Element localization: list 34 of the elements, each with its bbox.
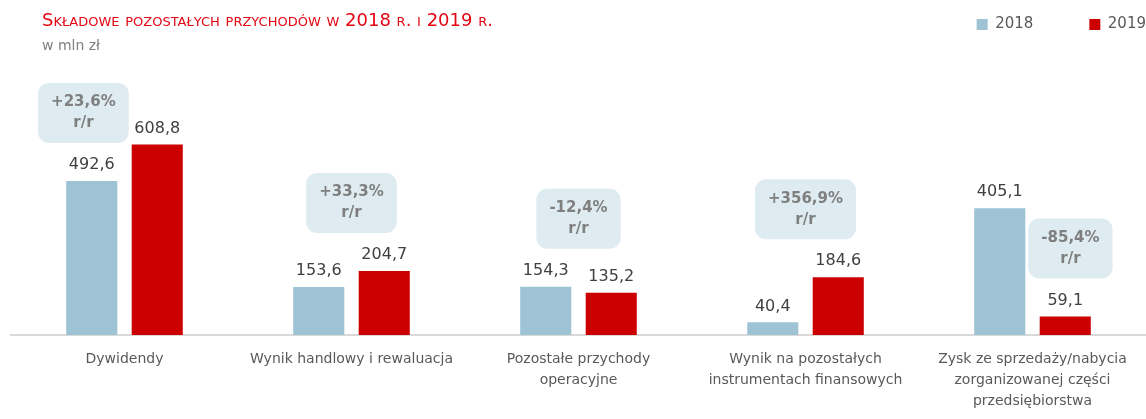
bar xyxy=(131,144,183,335)
chart-subtitle: w mln zł xyxy=(42,36,101,54)
bar xyxy=(974,208,1026,335)
chart-title: Składowe pozostałych przychodów w 2018 r. i 2019 r. xyxy=(42,9,493,31)
x-tick-label: Pozostałe przychody operacyjne xyxy=(506,350,651,388)
annotation: -12,4% r/r xyxy=(549,198,608,238)
data-label: 40,4 xyxy=(754,295,791,315)
bar xyxy=(747,322,799,335)
bar xyxy=(358,270,410,335)
annotation: -85,4% r/r xyxy=(1041,227,1100,267)
bar xyxy=(520,286,572,335)
bar xyxy=(1039,316,1091,335)
data-label: 184,6 xyxy=(815,250,862,270)
data-label: 492,6 xyxy=(68,154,115,174)
bar xyxy=(293,286,345,335)
data-label: 59,1 xyxy=(1047,289,1084,309)
text: +23,6% r/r xyxy=(51,92,116,132)
bar xyxy=(66,180,118,335)
legend-label: 2019 xyxy=(1107,14,1146,33)
x-tick-label: Zysk ze sprzedaży/nabycia zorganizowanej części przedsiębiorstwa xyxy=(938,350,1127,409)
data-label: 154,3 xyxy=(522,259,569,279)
annotation: +33,3% r/r xyxy=(319,182,384,222)
data-label: 608,8 xyxy=(134,117,181,137)
legend-label: 2018 xyxy=(995,14,1034,33)
bar xyxy=(585,292,637,335)
data-label: 204,7 xyxy=(361,244,408,264)
data-label: 405,1 xyxy=(976,181,1023,201)
data-label: 135,2 xyxy=(588,265,635,285)
data-label: 153,6 xyxy=(295,260,342,280)
x-tick-label: Wynik na pozostałych instrumentach finansowych xyxy=(708,350,903,388)
bar xyxy=(812,277,864,335)
x-tick-label: Dywidendy xyxy=(85,350,164,367)
annotation: +356,9% r/r xyxy=(767,188,844,228)
x-tick-label: Wynik handlowy i rewaluacja xyxy=(250,350,453,367)
